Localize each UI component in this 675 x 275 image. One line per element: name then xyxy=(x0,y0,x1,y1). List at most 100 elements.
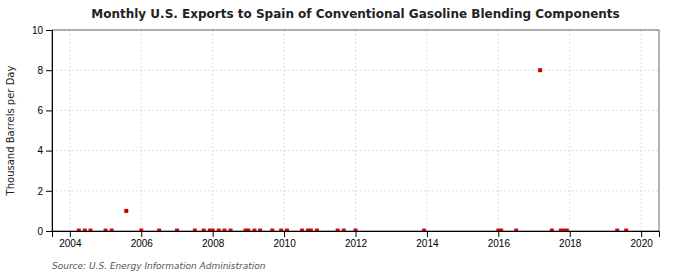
tick-mark xyxy=(46,231,52,232)
tick-label: 4 xyxy=(37,145,43,156)
x-tick: 2004 xyxy=(59,231,82,249)
point xyxy=(104,229,108,231)
tick-label: 8 xyxy=(37,65,43,76)
tick-label: 10 xyxy=(32,25,44,36)
y-tick: 2 xyxy=(37,186,52,197)
point xyxy=(110,229,114,231)
point xyxy=(422,229,426,231)
point xyxy=(565,229,569,231)
x-tick: 2020 xyxy=(631,231,654,249)
tick-label: 2012 xyxy=(345,238,368,249)
tick-mark xyxy=(641,231,642,237)
point xyxy=(193,229,197,231)
y-tick: 0 xyxy=(37,226,52,237)
axis-line xyxy=(46,31,53,232)
tick-label: 2016 xyxy=(488,238,511,249)
x-tick: 2010 xyxy=(273,231,296,249)
grid-line xyxy=(52,70,659,71)
axis-line xyxy=(53,232,660,238)
point xyxy=(89,229,93,231)
point xyxy=(124,209,128,213)
point xyxy=(175,229,179,231)
point xyxy=(202,229,206,231)
grid-line xyxy=(641,30,642,231)
x-tick: 2014 xyxy=(416,231,439,249)
tick-mark xyxy=(284,231,285,237)
x-tick: 2018 xyxy=(559,231,582,249)
grid-line xyxy=(355,30,356,231)
tick-label: 2004 xyxy=(59,238,82,249)
grid-line xyxy=(284,30,285,231)
point xyxy=(258,229,262,231)
y-tick: 10 xyxy=(32,25,52,36)
point xyxy=(279,229,283,231)
point xyxy=(285,229,289,231)
grid-line xyxy=(498,30,499,231)
tick-mark xyxy=(46,70,52,71)
point xyxy=(77,229,81,231)
y-tick: 6 xyxy=(37,105,52,116)
tick-mark xyxy=(70,231,71,237)
tick-mark xyxy=(46,30,52,31)
grid-line xyxy=(569,30,570,231)
tick-mark xyxy=(46,191,52,192)
point xyxy=(157,229,161,231)
tick-label: 2014 xyxy=(416,238,439,249)
point xyxy=(229,229,233,231)
plot-frame xyxy=(52,30,659,231)
point xyxy=(315,229,319,231)
point xyxy=(514,229,518,231)
point xyxy=(222,229,226,231)
grid-line xyxy=(52,150,659,151)
point xyxy=(217,229,221,231)
tick-mark xyxy=(46,110,52,111)
point xyxy=(139,229,143,231)
tick-label: 2018 xyxy=(559,238,582,249)
x-tick: 2008 xyxy=(202,231,225,249)
point xyxy=(309,229,313,231)
point xyxy=(499,229,503,231)
point xyxy=(83,229,87,231)
point xyxy=(300,229,304,231)
points xyxy=(77,68,628,231)
tick-label: 6 xyxy=(37,105,43,116)
source: Source: U.S. Energy Information Administ… xyxy=(52,261,266,271)
tick-label: 2 xyxy=(37,186,43,197)
grid-line xyxy=(52,110,659,111)
point xyxy=(615,229,619,231)
grid-line xyxy=(426,30,427,231)
y-tick: 4 xyxy=(37,145,52,156)
grid-line xyxy=(141,30,142,231)
x-tick: 2012 xyxy=(345,231,368,249)
tick-mark xyxy=(570,231,571,237)
grid-line xyxy=(69,30,70,231)
chart: 2004 2006 2008 2010 2012 2014 2016 2018 2020 0 2 4 6… xyxy=(0,0,675,275)
point xyxy=(336,229,340,231)
tick-mark xyxy=(356,231,357,237)
x-tick: 2016 xyxy=(488,231,511,249)
point xyxy=(550,229,554,231)
point xyxy=(624,229,628,231)
point xyxy=(246,229,250,231)
point xyxy=(538,68,542,72)
title: Monthly U.S. Exports to Spain of Convent… xyxy=(91,7,620,21)
tick-mark xyxy=(46,151,52,152)
tick-mark xyxy=(498,231,499,237)
x-tick: 2006 xyxy=(131,231,154,249)
grid xyxy=(52,30,659,231)
point xyxy=(354,229,358,231)
tick-label: 0 xyxy=(37,226,43,237)
tick-label: 2006 xyxy=(131,238,154,249)
tick-label: 2020 xyxy=(631,238,654,249)
tick-mark xyxy=(427,231,428,237)
y-axis: 0 2 4 6 8 10 xyxy=(32,25,53,237)
point xyxy=(211,229,215,231)
y-tick: 8 xyxy=(37,65,52,76)
point xyxy=(252,229,256,231)
point xyxy=(342,229,346,231)
point xyxy=(270,229,274,231)
grid-line xyxy=(212,30,213,231)
tick-mark xyxy=(141,231,142,237)
tick-label: 2010 xyxy=(273,238,296,249)
grid-line xyxy=(52,190,659,191)
